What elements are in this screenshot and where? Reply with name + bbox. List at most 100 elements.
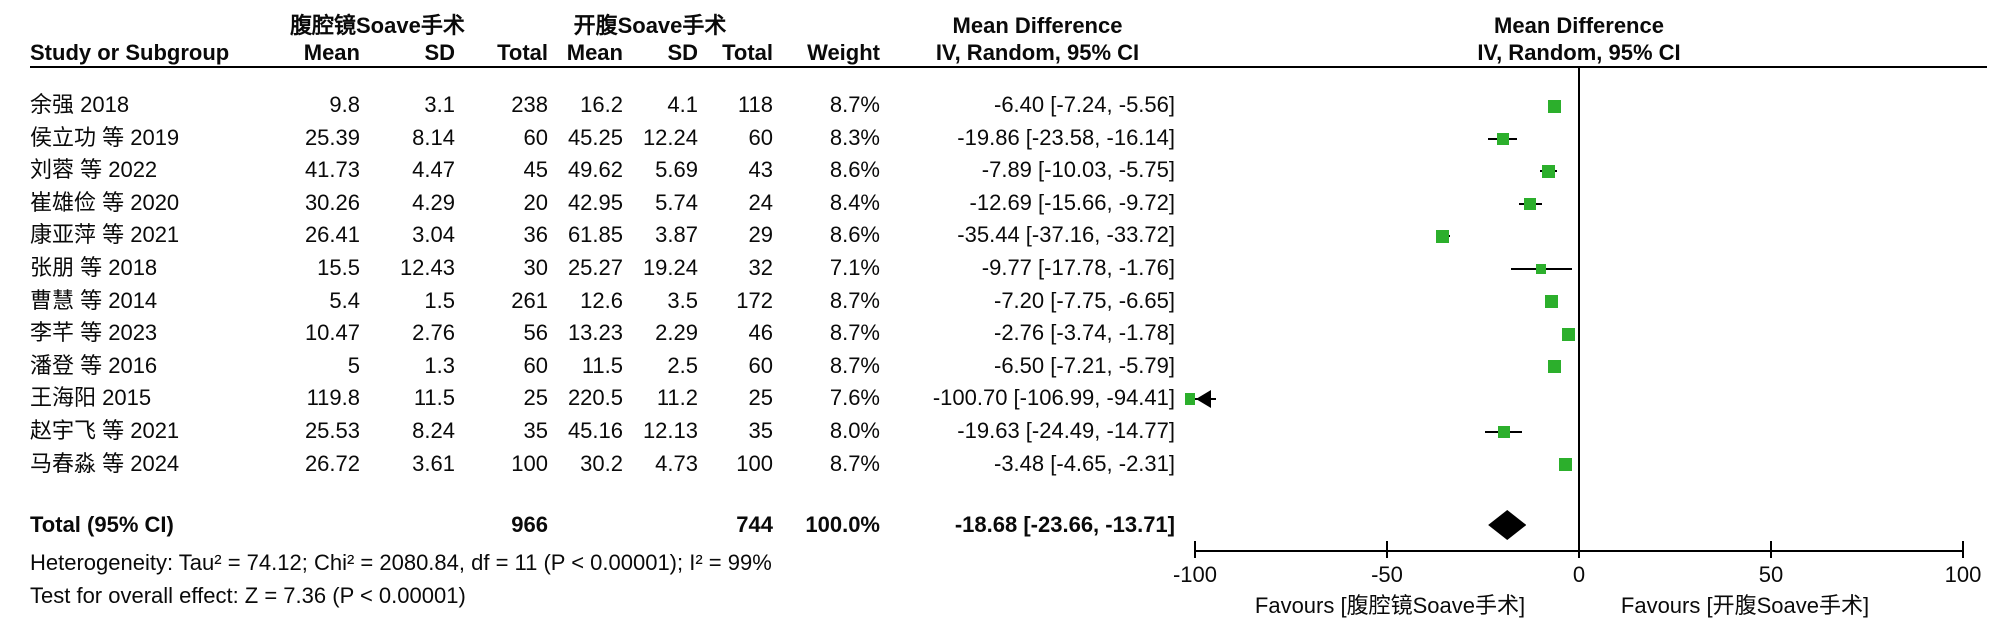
effect-square [1496,132,1509,145]
weight-value: 8.6% [829,222,880,248]
mean1-value: 15.5 [317,255,360,280]
total1-sum: 966 [511,512,548,537]
total2-sum: 744 [736,512,773,537]
zero-line [1578,68,1580,551]
study-name: 赵宇飞 等 2021 [30,418,180,443]
sd2-value: 12.13 [642,418,698,443]
study-name: 侯立功 等 2019 [30,124,180,150]
mean2-value: 42.95 [567,189,623,215]
total2-value: 46 [748,320,773,346]
mean1-value: 41.73 [304,157,360,183]
col-header-ci: IV, Random, 95% CI [935,40,1140,65]
sd2-value: 2.29 [655,320,698,346]
weight-value: 8.3% [829,124,880,150]
mean2-value: 45.16 [567,418,623,443]
ci-whisker [1510,268,1573,270]
total2-value: 172 [736,287,773,313]
effect-square [1547,360,1561,374]
mean2-value: 61.85 [567,222,623,248]
sd2-value: 5.69 [655,157,698,183]
weight-value: 8.7% [829,92,880,117]
axis-tick [1770,541,1772,558]
ci-text: -6.40 [-7.24, -5.56] [994,92,1175,117]
effect-square [1544,295,1558,309]
weight-value: 7.1% [829,255,880,280]
total2-value: 100 [736,450,773,476]
ci-text: -6.50 [-7.21, -5.79] [994,352,1175,378]
total1-value: 238 [511,92,548,117]
axis-tick [1386,541,1388,558]
axis-line [1195,550,1963,552]
ci-text: -35.44 [-37.16, -33.72] [957,222,1175,248]
weight-value: 7.6% [829,385,880,411]
col-header-weight: Weight [807,40,880,65]
plot-subtitle: IV, Random, 95% CI [1477,40,1681,65]
heterogeneity-text: Heterogeneity: Tau² = 74.12; Chi² = 2080… [30,550,772,575]
total2-value: 25 [748,385,773,411]
effect-title: Mean Difference [952,13,1123,38]
total1-value: 36 [523,222,548,248]
mean2-value: 49.62 [567,157,623,183]
sd2-value: 19.24 [642,255,698,280]
total1-value: 25 [523,385,548,411]
sd2-value: 5.74 [655,189,698,215]
study-name: 余强 2018 [30,92,130,117]
weight-value: 8.7% [829,352,880,378]
total1-value: 56 [523,320,548,346]
effect-square-clipped [1185,393,1195,406]
mean2-value: 12.6 [580,287,623,313]
mean2-value: 11.5 [581,352,623,378]
sd2-value: 3.87 [655,222,698,248]
group1-header: 腹腔镜Soave手术 [290,13,465,38]
total-ci-text: -18.68 [-23.66, -13.71] [954,512,1175,537]
ci-whisker [1195,398,1217,401]
study-row: 侯立功 等 2019 25.39 8.14 60 45.25 12.24 60 … [0,124,1175,152]
ci-whisker [1561,463,1571,466]
mean2-value: 30.2 [580,450,623,476]
effect-square [1436,229,1450,243]
total1-value: 100 [511,450,548,476]
total1-value: 20 [523,189,548,215]
sd1-value: 1.3 [424,352,455,378]
study-row: 张朋 等 2018 15.5 12.43 30 25.27 19.24 32 7… [0,256,1175,282]
mean1-value: 5.4 [329,287,360,313]
mean2-value: 220.5 [567,385,623,411]
group2-header: 开腹Soave手术 [573,13,727,38]
total2-value: 43 [748,157,773,183]
mean1-value: 26.41 [304,222,360,248]
ci-whisker [1551,105,1558,107]
weight-value: 8.4% [829,189,880,215]
mean2-value: 45.25 [567,124,623,150]
total2-value: 60 [748,124,773,150]
ci-whisker [1436,235,1450,238]
ci-text: -12.69 [-15.66, -9.72] [969,189,1175,215]
sd1-value: 3.61 [412,450,455,476]
ci-whisker [1484,431,1523,433]
study-name: 李芊 等 2023 [30,320,158,346]
col-header-mean2: Mean [566,40,623,65]
axis-tick-label: 0 [1572,562,1586,587]
mean1-value: 119.8 [306,385,360,411]
axis-tick [1578,541,1580,558]
sd1-value: 12.43 [399,255,455,280]
mean1-value: 10.47 [304,320,360,346]
axis-tick-label: 100 [1944,562,1982,587]
ci-whisker [1488,137,1517,140]
ci-text: -7.89 [-10.03, -5.75] [981,157,1175,183]
study-name: 崔雄俭 等 2020 [30,189,180,215]
effect-square [1524,197,1537,210]
ci-whisker [1551,365,1557,368]
study-row: 崔雄俭 等 2020 30.26 4.29 20 42.95 5.74 24 8… [0,189,1175,217]
sd2-value: 12.24 [642,124,698,150]
col-header-study: Study or Subgroup [30,40,230,65]
weight-value: 8.7% [829,320,880,346]
total1-value: 60 [523,124,548,150]
sd2-value: 3.5 [667,287,698,313]
effect-square [1536,264,1547,274]
study-row: 刘蓉 等 2022 41.73 4.47 45 49.62 5.69 43 8.… [0,158,1175,184]
study-name: 马春淼 等 2024 [30,450,180,476]
col-header-total2: Total [722,40,773,65]
sd1-value: 8.24 [412,418,455,443]
study-name: 康亚萍 等 2021 [30,222,180,248]
ci-whisker [1549,300,1554,303]
